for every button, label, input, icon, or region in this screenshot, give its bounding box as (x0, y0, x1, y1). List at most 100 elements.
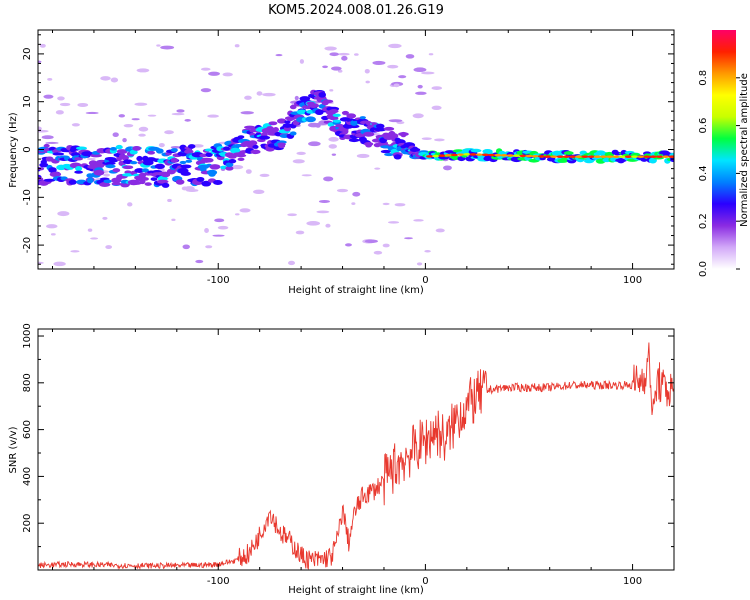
peak-blob (544, 155, 552, 158)
spectral-blob (322, 99, 334, 104)
spectral-blob (470, 148, 482, 153)
spectral-blob (52, 152, 65, 156)
noise-blob (316, 210, 330, 214)
spectral-blob (383, 126, 395, 131)
noise-blob (404, 237, 413, 240)
snr-panel: -100 0 100 200 400 600 800 1000 Height of strai… (8, 323, 675, 596)
noise-blob (420, 71, 435, 75)
noise-blob (204, 227, 209, 233)
peak-blob (618, 155, 626, 158)
spectral-blob (615, 158, 627, 163)
noise-blob (373, 250, 383, 255)
snr-ytick-label: 400 (22, 467, 33, 486)
noise-blob (70, 250, 80, 253)
spectral-blob (230, 147, 241, 154)
noise-blob (57, 211, 70, 217)
noise-blob (184, 118, 191, 122)
spectral-blob (75, 165, 83, 172)
spectral-blob (284, 120, 291, 124)
spectral-blob (187, 144, 196, 149)
spectral-blob (272, 127, 279, 133)
noise-blob (387, 221, 400, 224)
spectral-blob (49, 171, 62, 177)
spectral-blob (109, 147, 117, 151)
noise-blob (55, 110, 64, 115)
snr-ytick-label: 200 (22, 514, 33, 533)
noise-blob (234, 213, 240, 216)
spectral-blob (75, 146, 88, 151)
noise-blob (364, 69, 370, 74)
spectral-blob (289, 131, 297, 136)
spectral-blob (205, 152, 213, 158)
spectral-blob (247, 140, 258, 146)
spectral-blob (74, 157, 83, 161)
spectral-blob (305, 116, 316, 123)
noise-blob (322, 65, 328, 69)
noise-blob (214, 218, 225, 223)
noise-blob (324, 46, 337, 51)
peak-blob (450, 153, 458, 157)
spectral-blob (175, 179, 185, 185)
noise-blob (102, 216, 108, 220)
colorbar-ticks: 0.0 0.2 0.4 0.6 0.8 (698, 70, 740, 277)
spectral-blob (204, 148, 214, 152)
spectral-blob (154, 163, 165, 170)
peak-blob (662, 155, 670, 158)
peak-blob (469, 153, 477, 156)
spectral-blob (268, 121, 278, 126)
peak-blob (457, 153, 465, 156)
noise-blob (259, 173, 270, 177)
noise-blob (323, 176, 334, 182)
noise-blob (329, 52, 339, 57)
noise-blob (239, 208, 251, 213)
noise-blob (100, 76, 111, 81)
peak-blob (668, 155, 674, 158)
noise-blob (240, 111, 254, 115)
noise-blob (207, 114, 219, 118)
spectral-blob (225, 166, 234, 171)
noise-blob (352, 191, 361, 197)
noise-blob (164, 130, 174, 135)
spectral-blob (362, 131, 375, 137)
spectral-blob (393, 154, 402, 160)
noise-blob (103, 173, 111, 177)
spectral-blob (206, 169, 218, 176)
noise-blob (43, 94, 54, 99)
spectral-blob (124, 170, 132, 174)
noise-blob (90, 237, 99, 240)
noise-blob (45, 141, 59, 144)
spectral-blob (563, 151, 574, 155)
noise-blob (337, 52, 350, 56)
noise-blob (356, 153, 370, 158)
spectral-blob (384, 153, 394, 157)
peak-blob (550, 155, 558, 158)
spectrogram-xtick-label: 0 (422, 275, 428, 286)
noise-blob (337, 69, 343, 73)
peak-blob (587, 155, 595, 158)
snr-plot-area (38, 329, 674, 570)
noise-blob (122, 137, 127, 143)
colorbar: 0.0 0.2 0.4 0.6 0.8 Normalized spectral ampl… (698, 30, 750, 277)
noise-blob (245, 169, 252, 174)
spectral-blob (266, 126, 274, 130)
spectral-blob (237, 135, 245, 139)
spectral-blob (348, 124, 360, 129)
noise-blob (329, 89, 334, 92)
peak-blob (612, 155, 620, 158)
figure-title: KOM5.2024.008.01.26.G19 (268, 3, 444, 18)
spectral-blob (329, 116, 339, 121)
spectral-blob (112, 168, 121, 173)
spectral-blob (93, 169, 105, 176)
noise-blob (372, 60, 386, 65)
spectral-blob (204, 157, 214, 163)
noise-blob (87, 228, 93, 232)
spectral-blob (400, 131, 407, 138)
noise-blob (200, 88, 212, 93)
noise-blob (424, 249, 431, 253)
spectral-blob (237, 157, 245, 162)
noise-blob (50, 233, 56, 236)
spectral-blob (235, 154, 247, 158)
spectrogram-ytick-label: -10 (22, 189, 33, 205)
snr-ylabel: SNR (v/v) (8, 426, 19, 473)
